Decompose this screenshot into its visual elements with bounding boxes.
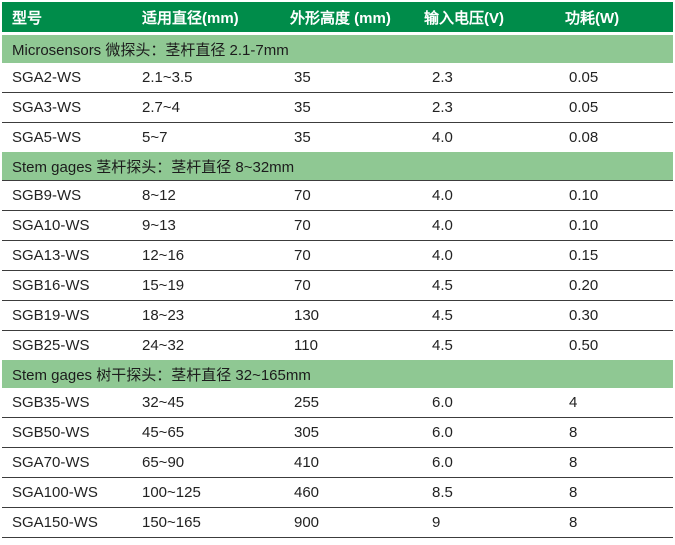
section-title: Microsensors 微探头：茎杆直径 2.1-7mm <box>2 33 673 63</box>
section-header-stem-gages: Stem gages 茎杆探头：茎杆直径 8~32mm <box>2 152 673 181</box>
cell-diameter: 100~125 <box>129 477 274 508</box>
product-spec-table: 型号 适用直径(mm) 外形高度 (mm) 输入电压(V) 功耗(W) Micr… <box>2 2 673 538</box>
cell-height: 35 <box>274 92 412 123</box>
cell-model: SGB9-WS <box>2 180 129 211</box>
table-row: SGB50-WS 45~65 305 6.0 8 <box>2 417 673 448</box>
table-row: SGA13-WS 12~16 70 4.0 0.15 <box>2 240 673 271</box>
cell-voltage: 4.0 <box>412 210 552 241</box>
cell-height: 70 <box>274 240 412 271</box>
cell-voltage: 9 <box>412 507 552 538</box>
cell-diameter: 5~7 <box>142 129 168 146</box>
cell-voltage: 6.0 <box>412 417 552 448</box>
cell-diameter: 24~32 <box>142 337 185 354</box>
cell-voltage: 4.5 <box>412 300 552 331</box>
cell-diameter: 9~13 <box>129 210 274 241</box>
cell-model: SGB16-WS <box>2 270 129 301</box>
cell-voltage: 4.5 <box>412 270 552 301</box>
header-row: 型号 适用直径(mm) 外形高度 (mm) 输入电压(V) 功耗(W) <box>2 2 673 35</box>
table-row: SGA10-WS 9~13 70 4.0 0.10 <box>2 210 673 241</box>
cell-power: 0.15 <box>552 240 673 271</box>
cell-power: 8 <box>552 447 673 478</box>
cell-diameter: 18~23 <box>129 300 274 331</box>
cell-voltage: 4.0 <box>432 129 453 146</box>
cell-power: 0.08 <box>569 129 599 146</box>
cell-power: 8 <box>552 417 673 448</box>
cell-height: 70 <box>274 270 412 301</box>
cell-height: 35 <box>274 63 412 93</box>
table-row: SGA100-WS 100~125 460 8.5 8 <box>2 477 673 508</box>
cell-height: 70 <box>274 210 412 241</box>
cell-power: 0.30 <box>552 300 673 331</box>
cell-model: SGA3-WS <box>2 92 129 123</box>
table-row: SGB35-WS 32~45 255 6.0 4 <box>2 388 673 418</box>
column-header-voltage: 输入电压(V) <box>412 2 552 35</box>
cell-height: 305 <box>274 417 412 448</box>
cell-diameter: 8~12 <box>129 180 274 211</box>
cell-model: SGA5-WS <box>12 129 82 146</box>
column-header-model: 型号 <box>2 2 129 35</box>
cell-diameter: 15~19 <box>129 270 274 301</box>
cell-power: 0.20 <box>552 270 673 301</box>
cell-voltage: 4.0 <box>412 240 552 271</box>
section-header-microsensors: Microsensors 微探头：茎杆直径 2.1-7mm <box>2 33 673 63</box>
cell-diameter: 65~90 <box>129 447 274 478</box>
table-row: SGB19-WS 18~23 130 4.5 0.30 <box>2 300 673 331</box>
cell-model: SGA150-WS <box>2 507 129 538</box>
cell-height: 460 <box>274 477 412 508</box>
cell-power: 0.10 <box>552 180 673 211</box>
cell-diameter: 2.7~4 <box>129 92 274 123</box>
section-title: Stem gages 茎杆探头：茎杆直径 8~32mm <box>2 152 673 181</box>
cell-height: 70 <box>274 180 412 211</box>
cell-height: 35 <box>294 129 311 146</box>
table-row: SGA70-WS 65~90 410 6.0 8 <box>2 447 673 478</box>
table-row: SGB9-WS 8~12 70 4.0 0.10 <box>2 180 673 211</box>
table-row: SGA5-WS 5~7 35 4.0 0.08 <box>2 123 673 153</box>
cell-power: 0.05 <box>552 92 673 123</box>
cell-height: 410 <box>274 447 412 478</box>
column-header-height: 外形高度 (mm) <box>274 2 412 35</box>
section-title: Stem gages 树干探头：茎杆直径 32~165mm <box>2 360 673 388</box>
cell-voltage: 6.0 <box>412 388 552 418</box>
cell-power: 0.10 <box>552 210 673 241</box>
section-header-trunk-gages: Stem gages 树干探头：茎杆直径 32~165mm <box>2 360 673 388</box>
cell-power: 8 <box>552 477 673 508</box>
cell-model: SGA100-WS <box>2 477 129 508</box>
cell-height: 110 <box>294 337 318 354</box>
table-row: SGA150-WS 150~165 900 9 8 <box>2 507 673 538</box>
cell-voltage: 2.3 <box>412 92 552 123</box>
cell-power: 4 <box>552 388 673 418</box>
cell-model: SGB19-WS <box>2 300 129 331</box>
column-header-diameter: 适用直径(mm) <box>129 2 274 35</box>
table-row: SGA2-WS 2.1~3.5 35 2.3 0.05 <box>2 63 673 93</box>
cell-model: SGB50-WS <box>2 417 129 448</box>
cell-diameter: 12~16 <box>129 240 274 271</box>
cell-diameter: 2.1~3.5 <box>129 63 274 93</box>
cell-model: SGA2-WS <box>2 63 129 93</box>
cell-model: SGA70-WS <box>2 447 129 478</box>
column-header-power: 功耗(W) <box>552 2 673 35</box>
cell-voltage: 2.3 <box>412 63 552 93</box>
table-row: SGB25-WS 24~32 110 4.5 0.50 <box>2 331 673 361</box>
cell-voltage: 6.0 <box>412 447 552 478</box>
table-row: SGA3-WS 2.7~4 35 2.3 0.05 <box>2 92 673 123</box>
cell-model: SGB25-WS <box>12 337 90 354</box>
cell-model: SGA10-WS <box>2 210 129 241</box>
cell-height: 130 <box>274 300 412 331</box>
cell-model: SGA13-WS <box>2 240 129 271</box>
cell-height: 900 <box>274 507 412 538</box>
cell-power: 0.05 <box>552 63 673 93</box>
cell-power: 8 <box>552 507 673 538</box>
table-row: SGB16-WS 15~19 70 4.5 0.20 <box>2 270 673 301</box>
cell-diameter: 45~65 <box>129 417 274 448</box>
cell-voltage: 4.5 <box>432 337 453 354</box>
cell-voltage: 8.5 <box>412 477 552 508</box>
cell-diameter: 32~45 <box>129 388 274 418</box>
cell-diameter: 150~165 <box>129 507 274 538</box>
cell-voltage: 4.0 <box>412 180 552 211</box>
cell-power: 0.50 <box>569 337 599 354</box>
cell-height: 255 <box>274 388 412 418</box>
cell-model: SGB35-WS <box>2 388 129 418</box>
